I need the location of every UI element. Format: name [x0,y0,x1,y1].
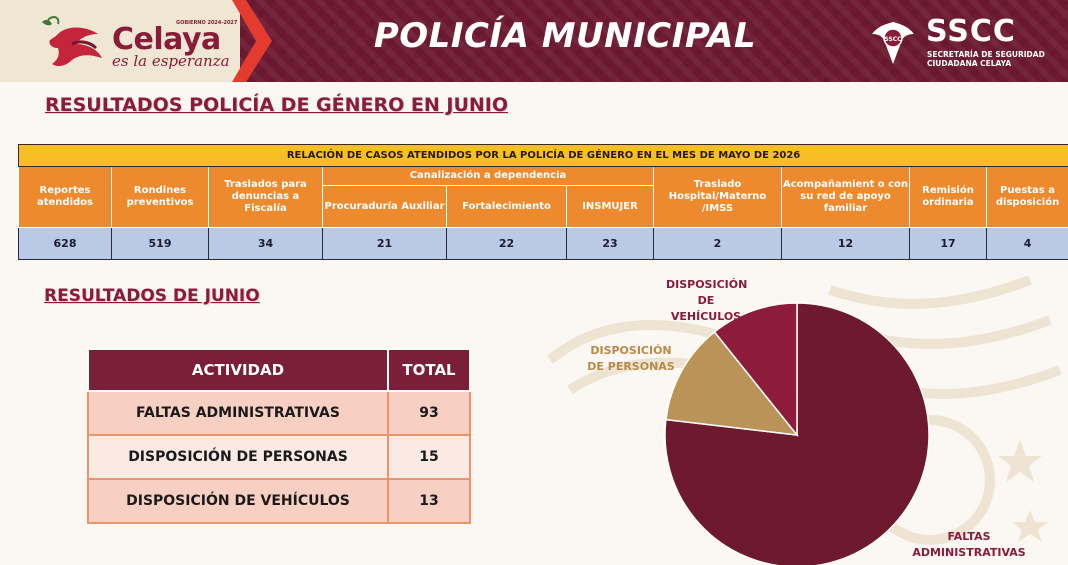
value-procuraduria: 21 [322,227,447,260]
value-reportes: 628 [18,227,112,260]
header-traslados: Traslados para denuncias a Fiscalía [208,166,323,228]
brand-wordmark: Celaya [112,22,221,57]
gender-section-title: RESULTADOS POLICÍA DE GÉNERO EN JUNIO [45,94,509,116]
activity-name: DISPOSICIÓN DE VEHÍCULOS [87,478,389,524]
table-row: FALTAS ADMINISTRATIVAS 93 [87,390,471,436]
activity-total: 93 [387,390,471,436]
gender-cases-table: RELACIÓN DE CASOS ATENDIDOS POR LA POLIC… [17,144,1068,260]
pie-slice-disposici-n-de-personas [665,330,799,436]
value-rondines: 519 [111,227,209,260]
agency-name: SECRETARÍA DE SEGURIDAD CIUDADANA CELAYA [927,50,1067,68]
activity-name: FALTAS ADMINISTRATIVAS [87,390,389,436]
header-remision: Remisión ordinaria [909,166,987,228]
shield-text: SSCC [884,36,902,43]
pie-label-vehiculos-line-1: DISPOSICIÓN [666,278,748,291]
pie-label-vehiculos: DISPOSICIÓN DE VEHÍCULOS [666,277,748,325]
activity-column-header: ACTIVIDAD [87,348,389,392]
header-canalizacion: Canalización a dependencia [322,166,654,186]
activity-table: ACTIVIDAD TOTAL FALTAS ADMINISTRATIVAS 9… [87,348,471,524]
pie-label-vehiculos-line-2: DE VEHÍCULOS [670,294,742,323]
table-row: DISPOSICIÓN DE VEHÍCULOS 13 [87,478,471,524]
brand-period-label: GOBIERNO 2024-2027 [176,20,238,26]
pie-label-personas: DISPOSICIÓN DE PERSONAS [586,343,676,375]
header-banner: GOBIERNO 2024-2027 Celaya es la esperanz… [0,0,1068,82]
header-puestas: Puestas a disposición [985,166,1068,228]
activity-total: 13 [387,478,471,524]
header-rondines: Rondines preventivos [111,166,209,228]
brand-tagline: es la esperanza [112,52,230,70]
value-acompanamiento: 12 [781,227,910,260]
pie-label-faltas-line-1: FALTAS [947,530,991,543]
table-row: DISPOSICIÓN DE PERSONAS 15 [87,434,471,480]
results-section-title: RESULTADOS DE JUNIO [44,286,260,306]
header-fortalecimiento: Fortalecimiento [446,185,567,228]
value-traslados: 34 [208,227,323,260]
pie-label-personas-line-1: DISPOSICIÓN [590,344,672,357]
celaya-bird-logo [42,16,102,67]
agency-name-line-2: CIUDADANA CELAYA [927,59,1012,68]
celaya-logo-panel: GOBIERNO 2024-2027 Celaya es la esperanz… [0,0,240,82]
value-hospital: 2 [653,227,782,260]
header-insmujer: INSMUJER [566,185,654,228]
activity-name: DISPOSICIÓN DE PERSONAS [87,434,389,480]
value-remision: 17 [909,227,987,260]
pie-label-faltas: FALTAS ADMINISTRATIVAS [906,529,1032,561]
value-puestas: 4 [985,227,1068,260]
header-acompanamiento: Acompañamient o con su red de apoyo fami… [781,166,910,228]
results-pie-chart [664,302,930,565]
activity-total: 15 [387,434,471,480]
agency-acronym: SSCC [926,14,1016,49]
pie-label-faltas-line-2: ADMINISTRATIVAS [912,546,1026,559]
agency-name-line-1: SECRETARÍA DE SEGURIDAD [927,50,1045,59]
pie-slice-disposici-n-de-veh-culos [713,302,798,438]
total-column-header: TOTAL [387,348,471,392]
header-reportes: Reportes atendidos [18,166,112,228]
header-procuraduria: Procuraduría Auxiliar [322,185,447,228]
value-fortalecimiento: 22 [446,227,567,260]
header-hospital: Traslado Hospital/Materno /IMSS [653,166,782,228]
table-caption: RELACIÓN DE CASOS ATENDIDOS POR LA POLIC… [17,144,1068,167]
pie-label-personas-line-2: DE PERSONAS [587,360,675,373]
sscc-eagle-shield-icon: SSCC [872,22,914,64]
page-title: POLICÍA MUNICIPAL [373,16,757,56]
